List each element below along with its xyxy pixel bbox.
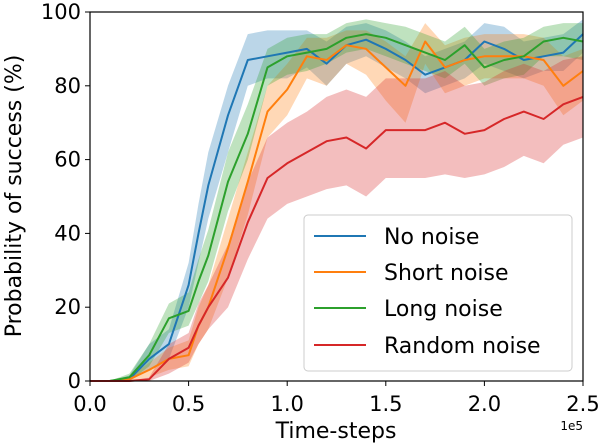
x-tick-label: 0.0 [73, 392, 106, 416]
x-axis-offset-label: 1e5 [560, 419, 583, 433]
y-tick-label: 40 [54, 221, 81, 245]
legend: No noise Short noise Long noise Random nois… [303, 214, 573, 372]
x-tick-label: 2.5 [566, 392, 599, 416]
y-tick-label: 100 [41, 0, 81, 24]
band-long-noise [90, 19, 583, 382]
y-tick-label: 80 [54, 74, 81, 98]
legend-label-no-noise: No noise [384, 225, 479, 250]
x-axis-ticks: 0.0 0.5 1.0 1.5 2.0 2.5 [73, 381, 600, 416]
series-line-short-noise [90, 40, 584, 382]
series-line-long-noise [90, 33, 584, 382]
series-line-no-noise [90, 33, 584, 382]
band-no-noise [90, 19, 583, 382]
x-tick-label: 0.5 [172, 392, 205, 416]
y-tick-label: 60 [54, 148, 81, 172]
x-axis-title: Time-steps [275, 419, 397, 444]
y-tick-label: 20 [54, 295, 81, 319]
y-axis-ticks: 0 20 40 60 80 100 [41, 0, 90, 393]
y-tick-label: 0 [68, 369, 81, 393]
series-line-random-noise [90, 95, 584, 382]
y-axis-title: Probability of success (%) [2, 55, 27, 338]
legend-label-random-noise: Random noise [384, 334, 541, 359]
x-tick-label: 2.0 [468, 392, 501, 416]
legend-box [303, 214, 573, 372]
legend-label-long-noise: Long noise [384, 297, 503, 322]
x-tick-label: 1.5 [369, 392, 402, 416]
legend-label-short-noise: Short noise [384, 261, 509, 286]
x-tick-label: 1.0 [270, 392, 303, 416]
series-lines [90, 33, 584, 382]
plot-frame [89, 11, 584, 382]
